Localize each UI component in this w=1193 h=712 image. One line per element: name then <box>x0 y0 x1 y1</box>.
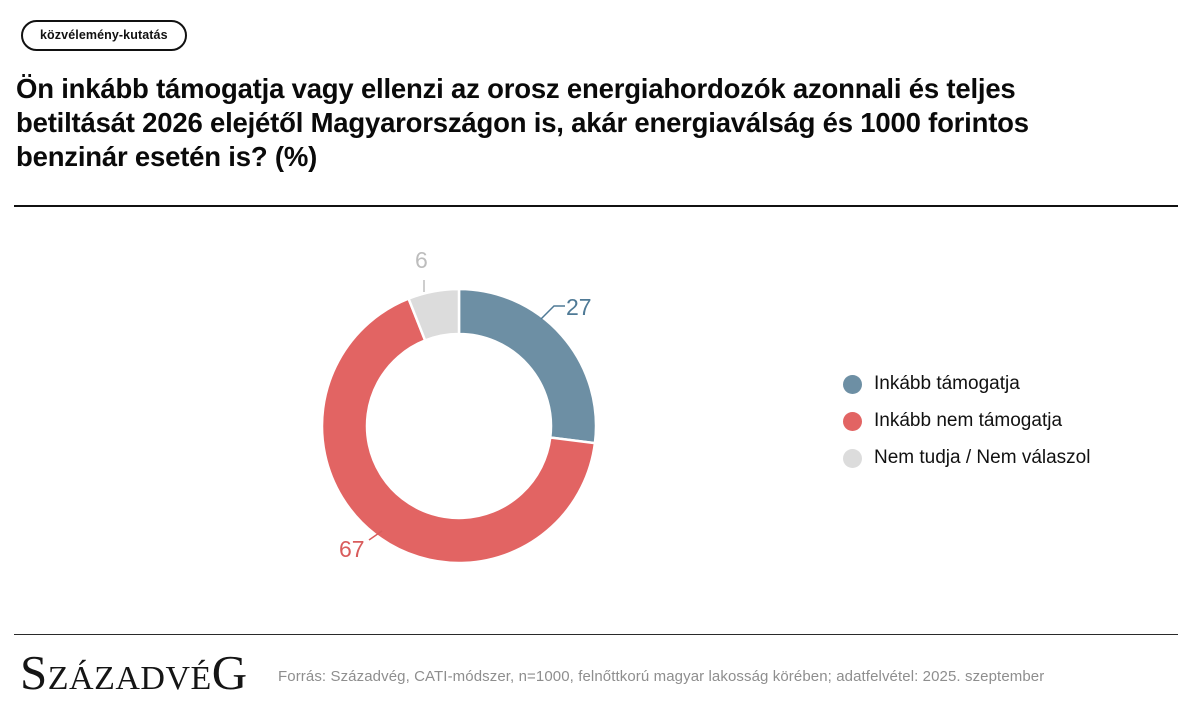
donut-slice-2 <box>406 287 461 343</box>
value-label-oppose: 67 <box>339 536 365 562</box>
legend-dot-support <box>843 374 862 394</box>
donut-chart <box>320 280 598 565</box>
value-label-support: 27 <box>566 294 592 320</box>
legend-dot-oppose <box>843 411 862 431</box>
source-note: Forrás: Századvég, CATI-módszer, n=1000,… <box>278 668 1045 685</box>
szazadveg-logo: SzázadvéG <box>20 645 248 700</box>
legend-label-oppose: Inkább nem támogatja <box>874 410 1063 431</box>
legend-item-dontknow: Nem tudja / Nem válaszol <box>843 446 1090 470</box>
bottom-divider <box>14 634 1178 635</box>
legend-dot-dontknow <box>843 448 862 468</box>
chart-legend: Inkább támogatja Inkább nem támogatja Ne… <box>843 372 1090 483</box>
donut-slice-1 <box>320 296 597 565</box>
donut-chart-area: 27 67 6 Inkább támogatja Inkább nem támo… <box>0 225 1193 630</box>
leader-line-0 <box>540 305 565 320</box>
legend-item-support: Inkább támogatja <box>843 372 1090 396</box>
page-title: Ön inkább támogatja vagy ellenzi az oros… <box>16 73 1029 172</box>
topic-badge-label: közvélemény-kutatás <box>40 28 168 42</box>
legend-label-support: Inkább támogatja <box>874 373 1020 394</box>
leader-line-1 <box>368 530 383 541</box>
topic-badge: közvélemény-kutatás <box>21 20 187 51</box>
legend-item-oppose: Inkább nem támogatja <box>843 409 1090 433</box>
top-divider <box>14 205 1178 207</box>
value-label-dontknow: 6 <box>415 247 428 273</box>
legend-label-dontknow: Nem tudja / Nem válaszol <box>874 447 1091 468</box>
